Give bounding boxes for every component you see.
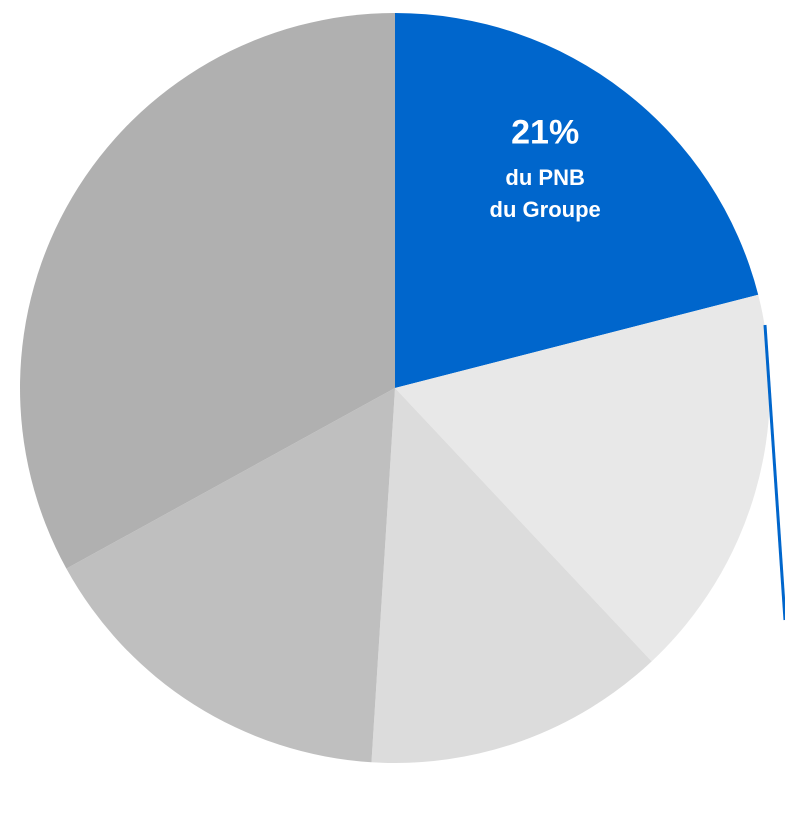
pie-slice — [395, 294, 770, 662]
annotation: du PNB — [505, 165, 584, 190]
annotation: du Groupe — [490, 197, 601, 222]
pie-slice — [371, 388, 652, 763]
pie-slice — [20, 13, 396, 569]
value-label: 21% — [511, 113, 579, 151]
pie-slice — [395, 13, 759, 388]
pie-slice — [66, 388, 395, 763]
leader-line — [763, 324, 785, 621]
